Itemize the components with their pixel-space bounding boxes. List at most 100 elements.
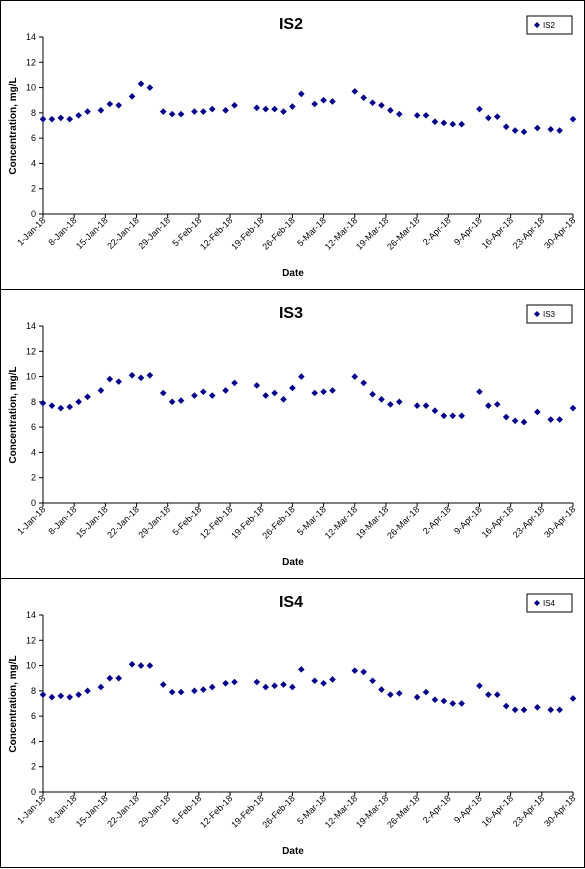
- y-tick-label: 0: [31, 209, 36, 219]
- x-tick-label: 26-Feb-18: [260, 215, 296, 251]
- data-point: [271, 105, 278, 113]
- data-point: [57, 692, 65, 700]
- x-tick-label: 8-Jan-18: [46, 504, 78, 536]
- data-point: [231, 101, 238, 109]
- data-point: [449, 120, 457, 128]
- data-point: [413, 112, 421, 119]
- data-point: [493, 401, 501, 408]
- data-point: [39, 691, 47, 698]
- legend-box: [526, 593, 573, 613]
- x-tick-label: 26-Feb-18: [260, 504, 296, 540]
- data-point: [222, 107, 229, 114]
- x-tick-label: 9-Apr-18: [452, 504, 484, 536]
- data-point: [476, 388, 483, 396]
- data-point: [547, 416, 555, 423]
- data-point: [289, 103, 296, 110]
- data-point: [493, 691, 501, 698]
- data-point: [200, 388, 207, 396]
- x-tick-label: 15-Jan-18: [74, 793, 110, 829]
- data-point: [413, 693, 421, 701]
- data-point: [128, 93, 136, 100]
- legend-box: [526, 304, 573, 324]
- data-point: [556, 706, 563, 714]
- legend-box: [526, 15, 573, 35]
- data-point: [369, 677, 376, 685]
- chart-panel-is3: IS3 0 2 4 6 8 10 12 14 1-Jan-18 8-Jan-18 15-Jan-18 2…: [0, 289, 585, 579]
- data-point: [159, 681, 167, 688]
- x-tick-label: 19-Mar-18: [354, 793, 390, 829]
- data-point: [280, 681, 287, 688]
- data-point: [39, 115, 47, 123]
- data-point: [440, 119, 448, 127]
- data-point: [493, 113, 501, 120]
- data-point: [208, 392, 216, 399]
- data-point: [191, 392, 198, 399]
- x-tick-label: 12-Feb-18: [198, 793, 234, 829]
- data-point: [168, 398, 176, 406]
- y-tick-label: 4: [31, 447, 36, 457]
- data-point: [485, 402, 492, 409]
- data-point: [458, 700, 465, 707]
- data-point: [360, 668, 367, 676]
- x-tick-label: 12-Mar-18: [323, 504, 359, 540]
- data-point: [396, 398, 403, 406]
- y-axis-title: Concentration, mg/L: [8, 655, 19, 752]
- data-point: [48, 402, 56, 409]
- data-point: [57, 404, 65, 412]
- legend-marker: [534, 22, 540, 28]
- data-point: [485, 691, 492, 698]
- data-point: [262, 683, 269, 691]
- y-tick-label: 8: [31, 397, 36, 407]
- x-tick-label: 22-Jan-18: [105, 215, 141, 251]
- data-point: [97, 387, 105, 394]
- data-point: [222, 679, 229, 687]
- data-point: [253, 678, 261, 686]
- y-axis-title: Concentration, mg/L: [8, 366, 19, 463]
- x-tick-label: 2-Apr-18: [421, 793, 453, 825]
- x-tick-label: 1-Jan-18: [15, 793, 47, 825]
- data-point: [57, 114, 65, 122]
- data-point: [520, 706, 528, 714]
- data-point: [177, 688, 185, 696]
- chart-svg-is3: IS3024681012141-Jan-188-Jan-1815-Jan-182…: [8, 304, 577, 568]
- data-point: [146, 84, 154, 91]
- data-point: [289, 683, 296, 691]
- data-point: [128, 372, 136, 379]
- x-tick-label: 30-Apr-18: [542, 215, 577, 250]
- data-point: [360, 94, 367, 101]
- y-tick-label: 10: [26, 83, 36, 93]
- y-tick-label: 12: [26, 57, 36, 67]
- x-tick-label: 29-Jan-18: [136, 504, 172, 540]
- x-tick-label: 8-Jan-18: [46, 793, 78, 825]
- data-point: [146, 372, 154, 379]
- data-point: [511, 127, 519, 134]
- data-point: [298, 373, 305, 380]
- data-point: [369, 99, 376, 107]
- y-tick-label: 10: [26, 661, 36, 671]
- y-tick-label: 8: [31, 686, 36, 696]
- x-tick-label: 2-Apr-18: [421, 215, 453, 247]
- y-tick-label: 0: [31, 498, 36, 508]
- legend-marker: [534, 311, 540, 317]
- data-point: [106, 100, 114, 108]
- data-point: [396, 690, 403, 697]
- data-point: [431, 696, 439, 704]
- x-tick-label: 19-Mar-18: [354, 504, 390, 540]
- data-point: [569, 404, 577, 412]
- data-point: [458, 120, 465, 128]
- data-point: [115, 674, 123, 682]
- data-point: [168, 110, 176, 118]
- x-tick-label: 19-Feb-18: [229, 215, 265, 251]
- data-point: [200, 686, 207, 693]
- data-point: [440, 697, 448, 705]
- data-point: [422, 402, 430, 409]
- data-point: [200, 108, 207, 115]
- data-point: [431, 118, 439, 126]
- data-point: [208, 683, 216, 691]
- data-point: [556, 127, 563, 134]
- data-point: [534, 124, 541, 132]
- data-point: [329, 98, 336, 105]
- x-tick-label: 16-Apr-18: [480, 215, 515, 250]
- data-point: [280, 108, 287, 115]
- data-point: [137, 662, 145, 669]
